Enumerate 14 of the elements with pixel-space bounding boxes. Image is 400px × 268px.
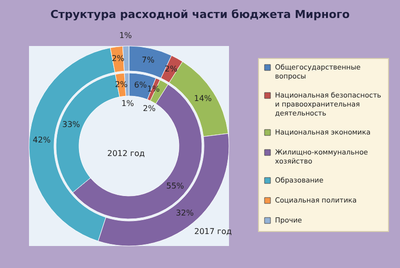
data-label: 7% <box>142 56 155 65</box>
slice-label: 2012 год <box>107 149 146 158</box>
data-label: 1% <box>121 99 134 108</box>
data-label: 2% <box>142 104 156 114</box>
data-label: 14% <box>194 94 212 104</box>
chart-title: Структура расходной части бюджета Мирного <box>50 8 350 21</box>
data-label: 2% <box>164 64 178 74</box>
data-label: 32% <box>176 208 194 218</box>
data-label: 42% <box>32 136 51 145</box>
data-label: 55% <box>166 182 184 191</box>
data-label: 6% <box>134 80 148 90</box>
data-label: 1% <box>119 31 132 40</box>
slice-label: 2017 год <box>194 227 232 236</box>
data-label: 33% <box>62 120 80 130</box>
